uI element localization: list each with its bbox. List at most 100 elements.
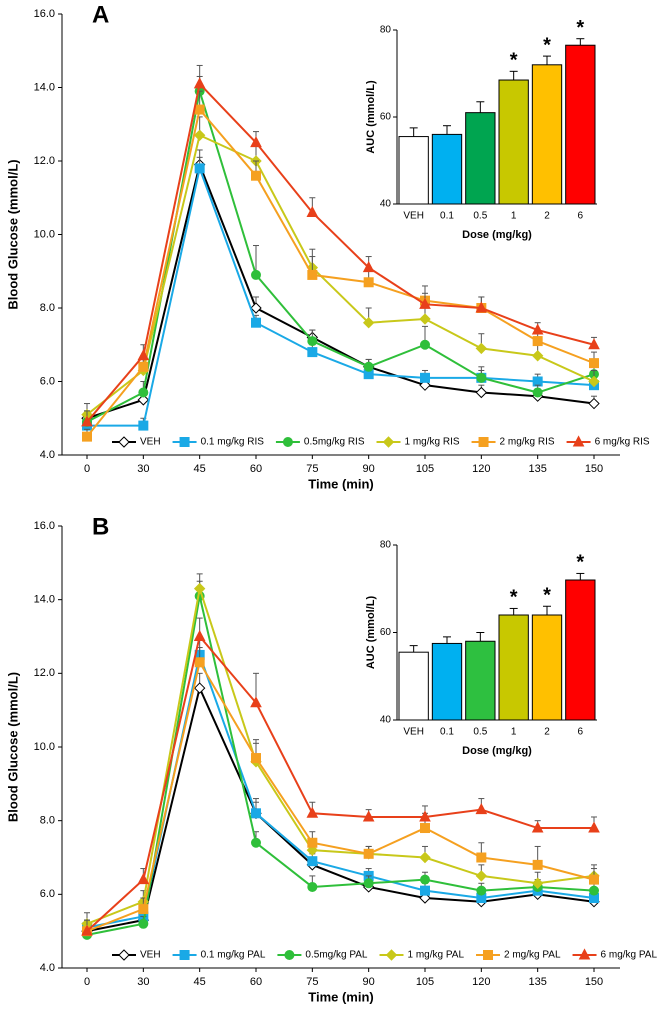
marker	[138, 918, 149, 929]
marker	[476, 372, 487, 383]
x-tick-label: 6	[578, 211, 584, 222]
y-tick-label: 14.0	[34, 81, 55, 93]
marker	[476, 885, 487, 896]
legend-marker	[382, 436, 395, 448]
marker	[251, 269, 261, 280]
marker	[137, 873, 150, 885]
marker	[250, 696, 262, 708]
x-tick-label: 6	[578, 727, 584, 738]
legend-label: 6 mg/kg PAL	[601, 950, 658, 961]
x-tick-label: 135	[528, 463, 546, 475]
marker	[475, 301, 488, 313]
y-tick-label: 14.0	[34, 594, 55, 606]
marker	[532, 859, 543, 870]
line	[87, 164, 595, 427]
marker	[251, 808, 261, 819]
legend-marker	[118, 949, 130, 961]
legend-marker	[483, 950, 494, 960]
y-tick-label: 10.0	[34, 741, 55, 753]
marker	[475, 870, 488, 882]
line	[86, 659, 595, 933]
marker	[250, 136, 262, 148]
legend-marker	[385, 949, 398, 961]
y-axis-title: Blood Glucose (mmol/L)	[5, 159, 20, 309]
marker	[363, 848, 374, 859]
bar	[565, 579, 596, 721]
marker	[307, 856, 318, 867]
x-tick-label: 1	[511, 211, 517, 222]
y-tick-label: 12.0	[34, 667, 55, 679]
marker	[193, 77, 206, 89]
marker	[307, 336, 318, 347]
marker	[137, 394, 150, 406]
marker	[588, 338, 600, 350]
marker	[531, 323, 544, 335]
marker	[307, 269, 318, 280]
marker	[194, 104, 205, 115]
series	[81, 116, 600, 421]
marker	[419, 810, 431, 822]
marker	[420, 874, 430, 885]
marker	[420, 823, 430, 834]
marker	[588, 397, 600, 410]
x-tick-label: 90	[363, 976, 375, 988]
marker	[532, 336, 543, 347]
significance-mark: *	[543, 585, 551, 607]
x-tick-label: 75	[306, 976, 318, 988]
x-tick-label: 150	[585, 463, 603, 475]
line	[86, 161, 595, 420]
marker	[362, 316, 375, 329]
marker	[362, 261, 375, 273]
marker	[193, 682, 206, 694]
marker	[475, 342, 488, 355]
x-tick-label: 75	[306, 463, 318, 475]
y-axis-title: AUC (mmol/L)	[365, 80, 377, 154]
x-tick-label: 2	[544, 727, 550, 738]
marker	[475, 803, 488, 815]
bar	[465, 640, 496, 721]
y-tick-label: 40	[380, 199, 392, 210]
marker	[532, 376, 543, 387]
x-tick-label: 0.5	[473, 727, 487, 738]
marker	[82, 431, 92, 442]
legend-marker	[284, 950, 295, 960]
x-tick-label: 1	[511, 727, 517, 738]
marker	[420, 372, 430, 383]
marker	[476, 852, 487, 863]
line	[86, 81, 595, 423]
y-tick-label: 12.0	[34, 155, 55, 167]
marker	[419, 297, 431, 309]
marker	[588, 375, 600, 388]
legend-label: 2 mg/kg PAL	[504, 950, 561, 961]
marker	[363, 878, 374, 889]
y-tick-label: 80	[380, 25, 392, 36]
marker	[251, 317, 261, 328]
marker	[138, 904, 149, 915]
bar	[398, 651, 429, 721]
y-tick-label: 10.0	[34, 228, 55, 240]
legend-label: 0.5mg/kg RIS	[304, 437, 365, 448]
marker	[589, 358, 599, 369]
line	[86, 107, 595, 438]
x-tick-label: 120	[472, 976, 490, 988]
x-tick-label: 45	[194, 976, 206, 988]
marker	[589, 874, 599, 885]
significance-mark: *	[510, 50, 518, 72]
y-tick-label: 40	[380, 715, 392, 726]
legend-label: VEH	[140, 437, 161, 448]
bar	[498, 79, 529, 205]
marker	[81, 924, 93, 936]
y-axis-title: Blood Glucose (mmol/L)	[5, 672, 20, 822]
marker	[138, 361, 149, 372]
y-tick-label: 60	[380, 112, 392, 123]
x-tick-label: 0.1	[440, 727, 454, 738]
marker	[251, 753, 261, 764]
legend-label: 2 mg/kg RIS	[500, 437, 555, 448]
x-tick-label: 150	[585, 976, 603, 988]
series	[81, 617, 600, 936]
bar	[398, 136, 429, 205]
marker	[193, 129, 206, 141]
bar	[531, 614, 563, 721]
significance-mark: *	[510, 587, 518, 609]
marker	[250, 302, 262, 314]
